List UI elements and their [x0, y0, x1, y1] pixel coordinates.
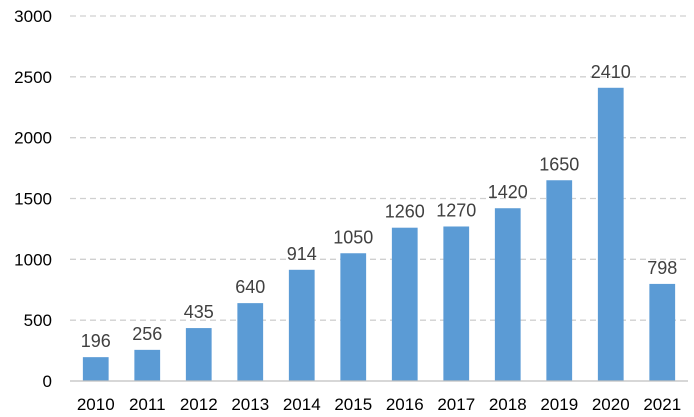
- x-tick-label: 2019: [540, 395, 578, 414]
- bar-2016: [391, 227, 418, 381]
- bar-2010: [82, 357, 109, 381]
- bar-2015: [340, 253, 367, 381]
- bars: [82, 87, 676, 382]
- data-label: 1650: [539, 154, 579, 174]
- data-label: 798: [647, 258, 677, 278]
- bar-2011: [134, 349, 161, 381]
- bar-2017: [443, 226, 470, 381]
- data-label: 196: [81, 331, 111, 351]
- bar-2018: [494, 208, 521, 381]
- data-label: 914: [287, 244, 317, 264]
- y-tick-label: 500: [24, 311, 52, 330]
- x-tick-label: 2021: [643, 395, 681, 414]
- x-tick-label: 2020: [592, 395, 630, 414]
- gridlines: [70, 15, 688, 321]
- data-labels: 196 256 435 640 914 1050 1260 1270 1420 1650 2410 7…: [81, 62, 678, 351]
- x-tick-label: 2010: [77, 395, 115, 414]
- y-axis: 0 500 1000 1500 2000 2500 3000: [14, 7, 52, 391]
- bar-2019: [546, 180, 573, 381]
- y-tick-label: 1000: [14, 250, 52, 269]
- x-tick-label: 2014: [283, 395, 321, 414]
- y-tick-label: 2500: [14, 68, 52, 87]
- bar-2021: [649, 283, 676, 381]
- x-tick-label: 2016: [386, 395, 424, 414]
- y-tick-label: 1500: [14, 190, 52, 209]
- x-tick-label: 2015: [334, 395, 372, 414]
- y-tick-label: 2000: [14, 129, 52, 148]
- bar-2013: [237, 303, 264, 381]
- y-tick-label: 0: [43, 372, 52, 391]
- data-label: 435: [184, 302, 214, 322]
- x-tick-label: 2012: [180, 395, 218, 414]
- y-tick-label: 3000: [14, 7, 52, 26]
- data-label: 1270: [436, 200, 476, 220]
- x-tick-label: 2017: [437, 395, 475, 414]
- bar-2020: [597, 87, 624, 382]
- x-tick-label: 2013: [231, 395, 269, 414]
- bar-2012: [185, 328, 212, 381]
- x-tick-label: 2018: [489, 395, 527, 414]
- data-label: 2410: [591, 62, 631, 82]
- x-axis: 2010 2011 2012 2013 2014 2015 2016 2017 2018 2019…: [77, 395, 681, 414]
- data-label: 1050: [333, 227, 373, 247]
- data-label: 1260: [385, 202, 425, 222]
- data-label: 1420: [488, 182, 528, 202]
- data-label: 640: [235, 277, 265, 297]
- bar-2014: [288, 269, 315, 381]
- x-tick-label: 2011: [129, 395, 166, 414]
- data-label: 256: [132, 324, 162, 344]
